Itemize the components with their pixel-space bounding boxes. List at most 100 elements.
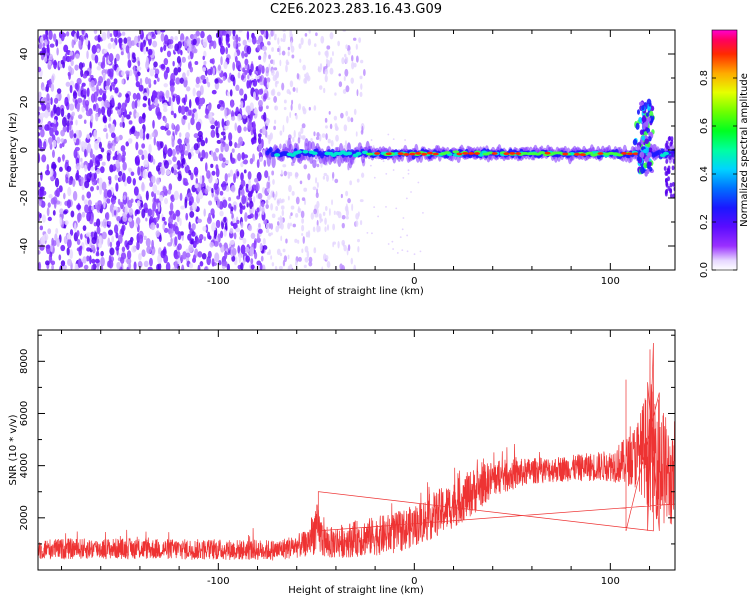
noise-blob	[83, 119, 87, 124]
faint-noise-dot	[387, 133, 390, 136]
faint-noise-blob	[326, 59, 331, 68]
noise-blob	[174, 254, 179, 260]
noise-blob	[60, 260, 66, 267]
faint-noise-blob	[360, 59, 364, 64]
signal-tail-blob	[670, 152, 674, 157]
noise-blob	[190, 172, 194, 181]
noise-blob	[209, 241, 214, 248]
noise-blob	[229, 89, 233, 97]
signal-core-blue	[268, 147, 273, 153]
noise-blob	[246, 30, 250, 41]
faint-noise-blob	[299, 58, 302, 63]
noise-blob	[188, 98, 192, 109]
noise-blob	[225, 119, 230, 127]
faint-noise-blob	[280, 235, 283, 242]
faint-noise-dot	[391, 240, 394, 243]
noise-blob	[72, 91, 78, 99]
noise-blob	[128, 262, 132, 270]
noise-blob	[151, 191, 155, 198]
noise-blob	[202, 78, 208, 84]
signal-core-red	[621, 151, 628, 155]
faint-noise-blob	[315, 32, 318, 37]
noise-blob	[256, 44, 261, 52]
faint-noise-blob	[317, 65, 320, 72]
faint-noise-blob	[301, 135, 306, 140]
faint-noise-blob	[272, 191, 275, 198]
noise-blob	[189, 66, 194, 73]
noise-blob	[247, 171, 252, 180]
noise-blob	[108, 53, 114, 63]
noise-blob	[201, 187, 206, 194]
faint-noise-blob	[297, 205, 300, 212]
noise-blob	[182, 157, 186, 165]
noise-blob	[130, 126, 135, 135]
noise-blob	[229, 228, 234, 234]
noise-blob	[245, 255, 251, 263]
noise-blob	[233, 39, 237, 49]
noise-blob	[125, 45, 130, 54]
faint-noise-blob	[324, 217, 327, 225]
faint-noise-blob	[297, 239, 300, 244]
faint-noise-blob	[302, 236, 305, 244]
noise-blob	[107, 42, 112, 50]
noise-blob	[160, 125, 166, 130]
noise-blob	[38, 118, 41, 124]
noise-blob	[198, 191, 204, 200]
faint-noise-blob	[345, 190, 349, 197]
noise-blob	[157, 202, 161, 212]
noise-blob	[110, 132, 116, 139]
noise-blob	[97, 200, 103, 207]
faint-noise-blob	[298, 43, 302, 50]
noise-blob	[118, 201, 124, 206]
noise-blob	[248, 179, 252, 185]
faint-noise-blob	[325, 206, 328, 211]
noise-blob	[162, 102, 168, 109]
noise-blob	[113, 224, 119, 234]
faint-noise-dot	[407, 169, 410, 172]
noise-blob	[120, 252, 127, 260]
noise-blob	[143, 202, 148, 213]
noise-blob	[218, 79, 223, 84]
y-tick-label: 20	[19, 96, 30, 109]
noise-blob	[40, 36, 44, 45]
noise-blob	[91, 258, 96, 264]
signal-burst-blob	[636, 145, 641, 151]
signal-burst-blob	[641, 116, 647, 123]
noise-blob	[121, 70, 125, 77]
noise-blob	[163, 58, 169, 66]
faint-noise-blob	[342, 88, 347, 94]
noise-blob	[39, 225, 44, 231]
faint-noise-blob	[268, 33, 272, 41]
noise-blob	[237, 125, 242, 134]
noise-blob	[117, 153, 122, 163]
faint-noise-dot	[392, 169, 395, 171]
signal-tail-blob	[667, 176, 670, 182]
noise-blob	[200, 139, 206, 147]
noise-blob	[66, 233, 72, 240]
signal-core-green	[443, 151, 451, 155]
faint-noise-blob	[289, 30, 293, 37]
signal-tail-blob	[668, 155, 672, 160]
signal-burst-blob	[642, 148, 647, 154]
noise-blob	[77, 114, 83, 120]
faint-noise-blob	[307, 173, 311, 181]
faint-noise-blob	[289, 80, 294, 88]
noise-blob	[122, 215, 128, 222]
faint-noise-blob	[298, 256, 302, 262]
signal-halo	[271, 155, 276, 169]
signal-core-red	[432, 152, 439, 156]
noise-blob	[53, 104, 57, 114]
noise-blob	[236, 219, 240, 224]
noise-blob	[180, 105, 186, 115]
noise-blob	[230, 99, 234, 108]
noise-blob	[63, 138, 67, 144]
noise-blob	[196, 137, 202, 143]
noise-blob	[133, 35, 139, 46]
colorbar-tick-label: 0.6	[699, 118, 710, 134]
noise-blob	[94, 54, 99, 64]
faint-noise-dot	[413, 253, 416, 256]
faint-noise-blob	[290, 212, 293, 217]
noise-blob	[186, 86, 191, 92]
noise-blob	[38, 249, 41, 255]
noise-blob	[150, 245, 156, 256]
